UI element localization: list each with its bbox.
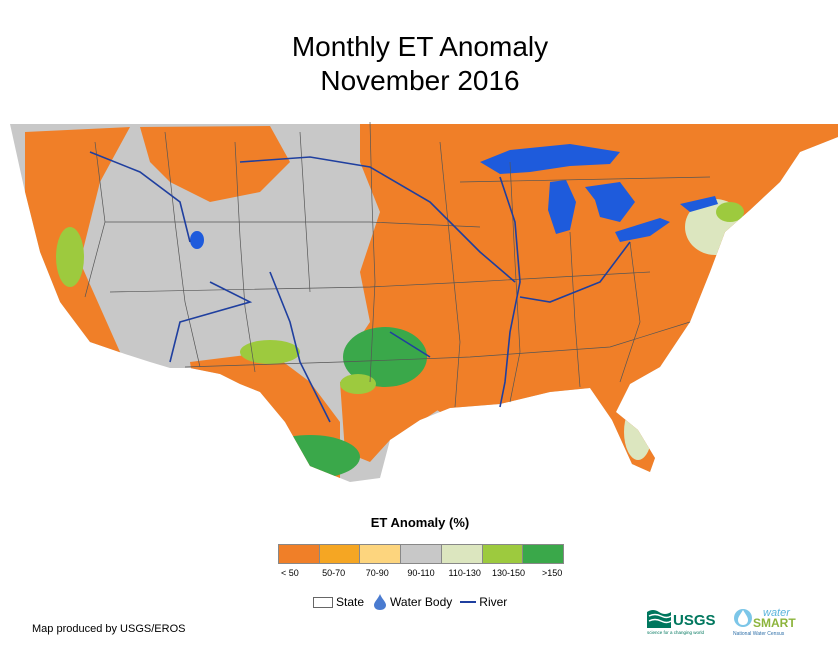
key-water-body: Water Body bbox=[372, 593, 452, 611]
map-credit: Map produced by USGS/EROS bbox=[32, 623, 186, 635]
region-northeast-green bbox=[716, 202, 744, 222]
census-text: National Water Census bbox=[733, 631, 785, 637]
smart-text: SMART bbox=[753, 616, 796, 630]
map-key: State Water Body River bbox=[313, 593, 515, 611]
legend-swatch-90-110 bbox=[401, 545, 442, 563]
legend-swatches bbox=[278, 544, 564, 564]
water-text: water bbox=[763, 607, 791, 619]
region-mexico-green bbox=[260, 435, 360, 479]
legend-swatch-50-70 bbox=[319, 545, 361, 563]
legend-title: ET Anomaly (%) bbox=[370, 515, 470, 530]
usgs-logo: USGS science for a changing world bbox=[647, 610, 716, 635]
region-arizona-yellow bbox=[230, 398, 250, 426]
legend-label: 90-110 bbox=[407, 568, 435, 578]
map-title-line2: November 2016 bbox=[320, 65, 520, 96]
et-anomaly-map bbox=[10, 122, 838, 482]
rivers bbox=[89, 151, 631, 423]
key-state-label: State bbox=[336, 595, 365, 609]
great-lakes bbox=[190, 144, 718, 249]
legend-label: 50-70 bbox=[322, 568, 346, 578]
key-state: State bbox=[313, 595, 364, 609]
key-river: River bbox=[460, 595, 507, 609]
map-title-line1: Monthly ET Anomaly bbox=[291, 31, 549, 62]
usgs-tagline: science for a changing world bbox=[647, 630, 705, 635]
region-northern-rockies bbox=[140, 126, 290, 202]
state-icon bbox=[313, 596, 333, 608]
region-east bbox=[350, 124, 838, 482]
legend-swatch-70-90 bbox=[360, 545, 402, 563]
river-line-icon bbox=[460, 601, 477, 603]
usgs-text: USGS bbox=[673, 612, 716, 629]
logos: USGS science for a changing world water … bbox=[647, 607, 796, 637]
region-texas-lightgreen bbox=[340, 374, 376, 394]
legend-swatch-130-150 bbox=[482, 545, 524, 563]
region-california-green bbox=[56, 227, 84, 287]
region-florida-light bbox=[624, 404, 652, 460]
legend-label: 70-90 bbox=[365, 568, 389, 578]
legend-label: < 50 bbox=[280, 568, 299, 578]
legend-label: 110-130 bbox=[448, 568, 481, 578]
key-water-body-label: Water Body bbox=[390, 595, 453, 609]
legend-label: 130-150 bbox=[491, 568, 525, 578]
key-river-label: River bbox=[479, 595, 508, 609]
region-newmexico-green bbox=[240, 340, 300, 364]
watersmart-logo: water SMART National Water Census bbox=[733, 607, 796, 637]
legend-label: >150 bbox=[542, 568, 563, 578]
water-drop-icon bbox=[374, 594, 387, 610]
legend-labels: < 50 50-70 70-90 90-110 110-130 130-150 … bbox=[268, 568, 574, 578]
region-texas-coast bbox=[340, 372, 450, 462]
legend-swatch-110-130 bbox=[441, 545, 483, 563]
legend-swatch-gt150 bbox=[523, 545, 564, 563]
legend-swatch-lt50 bbox=[279, 545, 320, 563]
